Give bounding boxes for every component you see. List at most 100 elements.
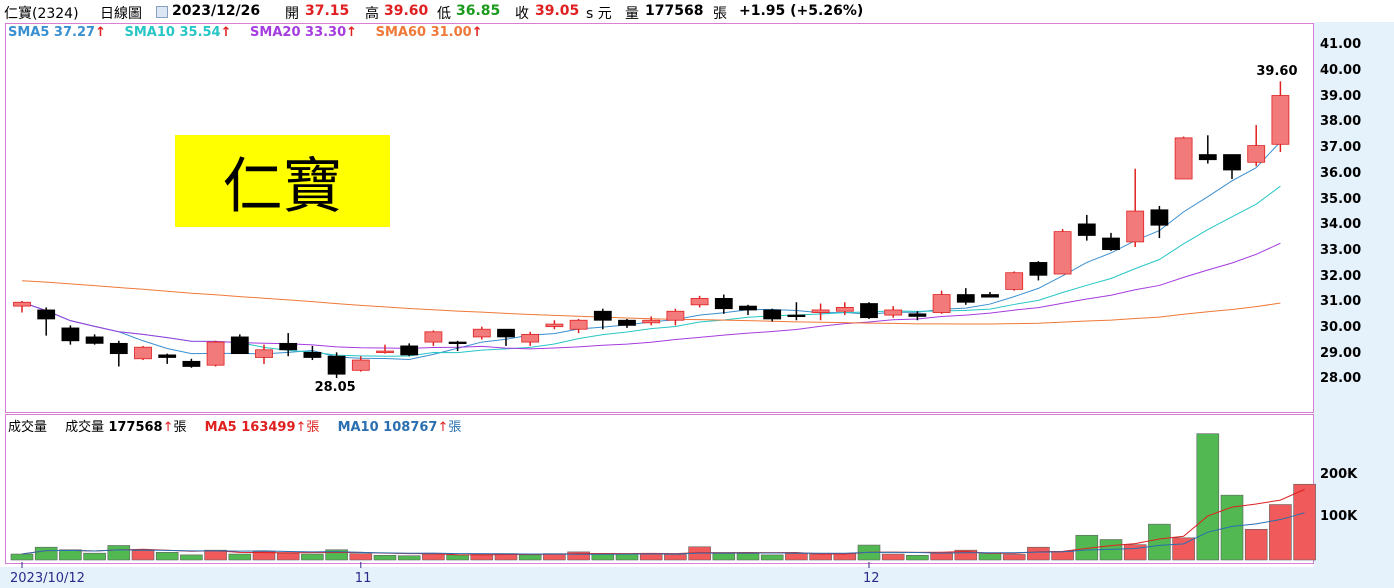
- volume-arrow-icon: ↑: [162, 420, 174, 435]
- price-tick: 37.00: [1320, 140, 1362, 156]
- volume-value: 177568: [645, 3, 704, 19]
- volume-bar: [10, 553, 34, 561]
- volume-bar: [276, 552, 300, 561]
- high-label: 高: [365, 6, 379, 22]
- volume-bar: [252, 551, 276, 561]
- sma5-arrow-icon: ↑: [95, 25, 106, 40]
- volume-bar: [131, 550, 155, 561]
- candle-body: [956, 294, 975, 303]
- volume-bar: [809, 553, 832, 561]
- stock-name-banner: 仁寶: [175, 135, 390, 227]
- open-label: 開: [285, 6, 299, 22]
- price-change: +1.95 (+5.26%): [739, 3, 864, 19]
- volume-bar: [1244, 528, 1268, 561]
- candle-body: [1247, 145, 1266, 163]
- volume-bar: [518, 554, 542, 561]
- volume-bar: [639, 553, 663, 561]
- volume-bar: [1172, 537, 1195, 561]
- volume-bar: [1051, 551, 1074, 561]
- ma10-arrow-icon: ↑: [437, 420, 449, 435]
- candle-body: [327, 355, 346, 375]
- candle-body: [521, 333, 540, 343]
- volume-bar: [422, 553, 445, 561]
- candle-body: [448, 341, 467, 344]
- candle-body: [908, 313, 927, 317]
- volume-tick: 100K: [1320, 509, 1358, 525]
- ma5-label: MA5 163499: [204, 420, 296, 435]
- date-tick: 12: [863, 571, 880, 586]
- candle-body: [182, 360, 201, 367]
- ma10-label: MA10 108767: [337, 420, 438, 435]
- date-tick: 11: [354, 571, 372, 586]
- candle-body: [134, 346, 152, 360]
- volume-bar: [228, 553, 252, 561]
- price-tick: 29.00: [1320, 345, 1362, 361]
- candle-body: [618, 319, 636, 326]
- volume-bar: [325, 549, 348, 561]
- volume-bar: [397, 555, 421, 561]
- candle-body: [1198, 154, 1217, 161]
- candle-body: [1077, 223, 1096, 236]
- volume-bar: [34, 546, 58, 561]
- candle-body: [400, 345, 419, 356]
- candle-body: [109, 342, 128, 355]
- candle-body: [85, 336, 104, 344]
- price-unit: s 元: [586, 6, 612, 22]
- volume-bar: [301, 553, 324, 561]
- volume-legend-label: 成交量: [65, 420, 105, 435]
- volume-bar: [349, 553, 373, 561]
- volume-unit: 張: [713, 6, 727, 22]
- volume-bar: [373, 555, 397, 561]
- price-tick: 34.00: [1320, 217, 1362, 233]
- candle-body: [545, 323, 564, 328]
- price-tick: 40.00: [1320, 63, 1362, 79]
- candle-body: [255, 349, 273, 358]
- candle-body: [1005, 272, 1024, 290]
- volume-ma5-line: [21, 488, 1305, 556]
- volume-bar: [664, 554, 687, 561]
- candle-body: [279, 342, 298, 351]
- candle-body: [981, 294, 999, 298]
- sma20-label: SMA20 33.30: [250, 25, 347, 40]
- volume-bar: [712, 553, 736, 561]
- sma10-label: SMA10 35.54: [124, 25, 221, 40]
- volume-legend-unit: 張: [173, 420, 187, 435]
- low-label: 低: [437, 6, 451, 22]
- price-tick: 36.00: [1320, 165, 1362, 181]
- candle-body: [1102, 237, 1120, 251]
- volume-legend: 成交量 成交量 177568↑張 MA5 163499↑張 MA10 10876…: [8, 416, 461, 435]
- candle-body: [206, 341, 225, 366]
- ma5-unit: 張: [306, 420, 320, 435]
- volume-bar: [1002, 554, 1026, 561]
- volume-bar: [1293, 483, 1316, 561]
- candle-body: [642, 319, 661, 324]
- candle-body: [787, 314, 806, 318]
- period-dropdown-icon[interactable]: [156, 6, 168, 18]
- sma-legend: SMA5 37.27↑ SMA10 35.54↑ SMA20 33.30↑ SM…: [8, 25, 483, 40]
- ma10-unit: 張: [448, 420, 462, 435]
- candle-body: [61, 327, 80, 342]
- period-label[interactable]: 日線圖: [100, 6, 142, 22]
- volume-bar: [107, 545, 131, 561]
- volume-bar: [954, 549, 978, 561]
- candle-body: [811, 309, 830, 313]
- high-value: 39.60: [384, 3, 429, 19]
- volume-bar: [1027, 546, 1050, 561]
- volume-bar: [978, 553, 1002, 561]
- candle-body: [1126, 210, 1145, 243]
- high-price-label: 39.60: [1256, 64, 1298, 80]
- volume-bar: [906, 555, 929, 561]
- candle-body: [472, 328, 491, 338]
- sma60-label: SMA60 31.00: [375, 25, 472, 40]
- price-tick: 38.00: [1320, 114, 1362, 130]
- sma20-arrow-icon: ↑: [346, 25, 358, 40]
- volume-bar: [59, 549, 82, 561]
- volume-bar: [615, 553, 639, 561]
- price-tick: 33.00: [1320, 242, 1362, 258]
- volume-tick: 200K: [1320, 466, 1358, 482]
- price-axis: [1314, 22, 1394, 567]
- candle-body: [739, 305, 757, 311]
- sma5-label: SMA5 37.27: [8, 25, 96, 40]
- candle-body: [1150, 209, 1169, 226]
- candle-body: [763, 309, 782, 320]
